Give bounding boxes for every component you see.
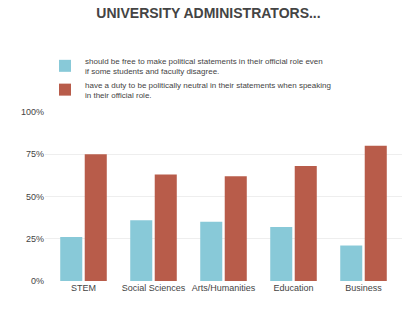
svg-text:Arts/Humanities: Arts/Humanities bbox=[192, 283, 256, 293]
svg-text:should be free to make politic: should be free to make political stateme… bbox=[85, 57, 323, 76]
svg-text:75%: 75% bbox=[26, 149, 44, 159]
svg-text:Education: Education bbox=[273, 283, 313, 293]
svg-text:0%: 0% bbox=[31, 276, 44, 286]
svg-text:100%: 100% bbox=[21, 107, 44, 117]
svg-text:UNIVERSITY ADMINISTRATORS...: UNIVERSITY ADMINISTRATORS... bbox=[96, 5, 320, 21]
svg-text:50%: 50% bbox=[26, 192, 44, 202]
svg-text:Business: Business bbox=[345, 283, 382, 293]
svg-text:25%: 25% bbox=[26, 234, 44, 244]
svg-text:STEM: STEM bbox=[71, 283, 96, 293]
svg-text:Social Sciences: Social Sciences bbox=[122, 283, 186, 293]
svg-text:have a duty to be politically: have a duty to be politically neutral in… bbox=[85, 81, 331, 100]
